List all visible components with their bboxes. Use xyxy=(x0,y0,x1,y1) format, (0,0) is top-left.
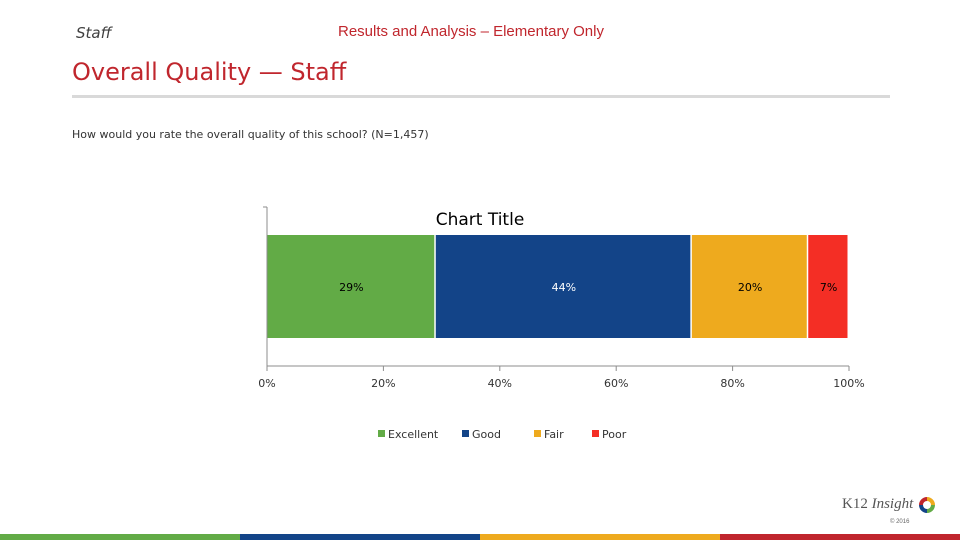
x-tick-label: 60% xyxy=(604,377,628,390)
copyright-text: © 2016 xyxy=(890,519,910,525)
data-label-poor: 7% xyxy=(820,281,837,294)
footer-segment xyxy=(720,534,960,540)
logo-text-insight: Insight xyxy=(871,496,914,512)
logo-text-k12: K12 xyxy=(842,496,868,512)
x-tick-label: 80% xyxy=(720,377,744,390)
x-tick-label: 20% xyxy=(371,377,395,390)
title-divider xyxy=(72,95,890,98)
chart-title: Chart Title xyxy=(436,210,525,230)
x-tick-label: 40% xyxy=(488,377,512,390)
data-label-fair: 20% xyxy=(738,281,762,294)
x-tick-label: 100% xyxy=(833,377,864,390)
legend-label-fair: Fair xyxy=(544,428,564,441)
k12-insight-logo: K12 Insight xyxy=(842,496,913,513)
survey-question: How would you rate the overall quality o… xyxy=(72,128,429,141)
page-title: Overall Quality — Staff xyxy=(72,58,347,86)
logo-ring-icon xyxy=(919,497,935,513)
header-title: Results and Analysis – Elementary Only xyxy=(338,23,604,40)
bar-segment-good xyxy=(435,235,691,338)
legend-label-excellent: Excellent xyxy=(388,428,439,441)
x-tick-label: 0% xyxy=(258,377,275,390)
legend-label-poor: Poor xyxy=(602,428,627,441)
footer-color-bar xyxy=(0,534,960,540)
data-label-excellent: 29% xyxy=(339,281,363,294)
legend-swatch-good xyxy=(462,430,469,437)
legend-label-good: Good xyxy=(472,428,501,441)
footer-segment xyxy=(480,534,720,540)
footer-segment xyxy=(0,534,240,540)
bar-segment-poor xyxy=(808,235,848,338)
legend-swatch-fair xyxy=(534,430,541,437)
bar-segment-excellent xyxy=(267,235,435,338)
legend-swatch-poor xyxy=(592,430,599,437)
stacked-bar-chart: Chart Title 29% 44% 20% 7% 0% 20% 40% 60% 80% 10… xyxy=(258,206,865,441)
footer-segment xyxy=(240,534,480,540)
legend-swatch-excellent xyxy=(378,430,385,437)
section-label: Staff xyxy=(76,24,112,42)
bar-segment-fair xyxy=(691,235,807,338)
data-label-good: 44% xyxy=(552,281,576,294)
